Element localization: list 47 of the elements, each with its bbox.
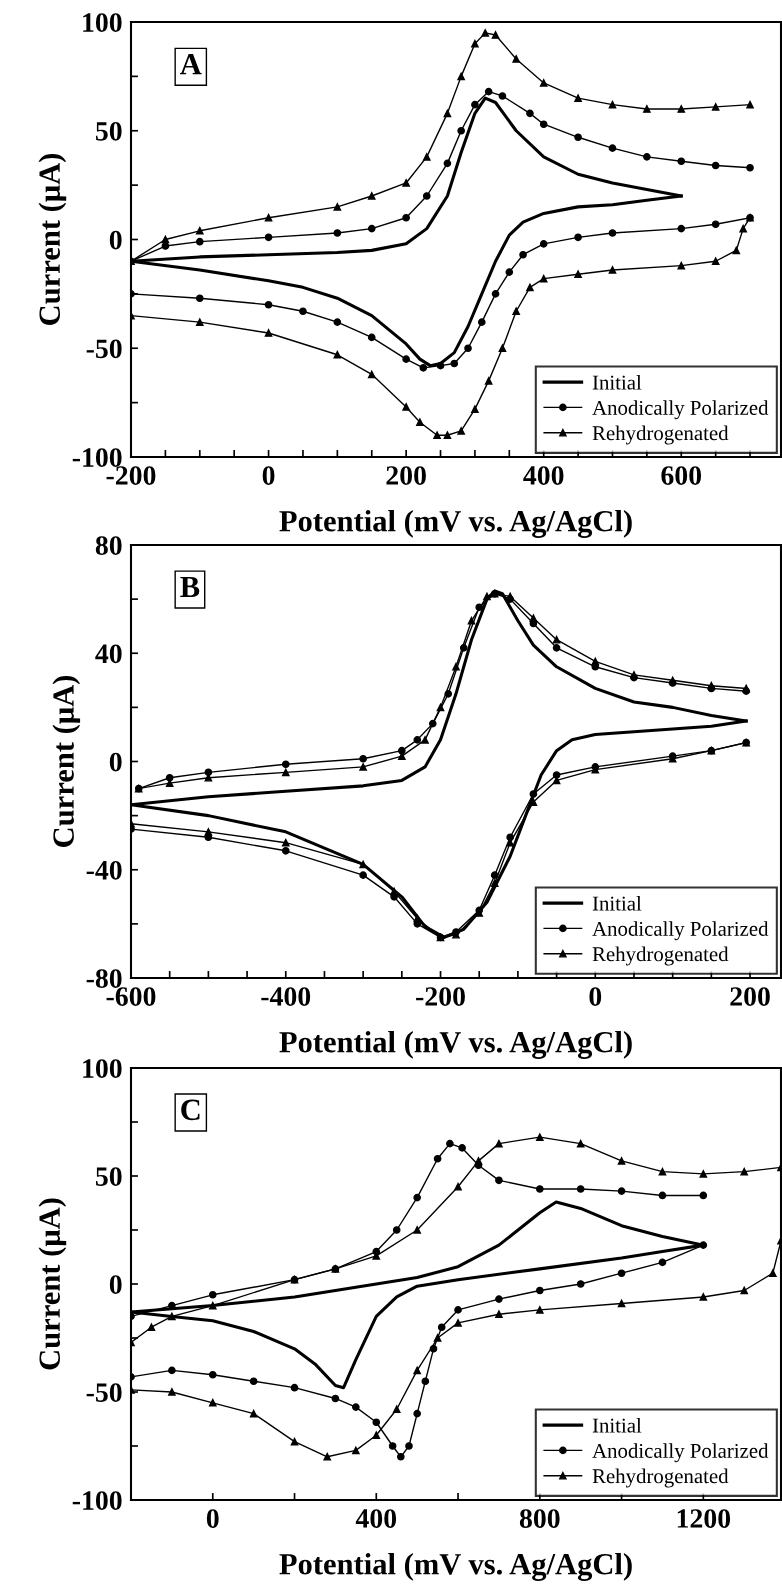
y-tick-label: -50 [86,339,122,359]
legend-label: Initial [592,1417,642,1433]
annotation: C [181,1099,200,1121]
annotation: B [180,576,200,598]
x-axis-title: Potential (mV vs. Ag/AgCl) [279,1552,632,1581]
legend-label: Initial [592,374,642,390]
y-tick-label: 100 [83,1059,122,1078]
x-tick-label: 1200 [677,1509,731,1528]
y-tick-label: 0 [109,752,122,772]
y-tick-label: 80 [95,536,122,555]
x-tick-label: 400 [523,466,564,485]
x-tick-label: 400 [355,1509,397,1528]
x-tick-label: -400 [261,987,311,1006]
legend-label: Anodically Polarized [592,921,769,941]
y-axis-title: Current (μA) [52,675,81,847]
y-tick-label: 0 [109,230,122,250]
x-tick-label: 200 [730,987,770,1006]
x-tick-label: 800 [519,1509,560,1528]
y-tick-label: -100 [72,448,122,467]
legend-label: Rehydrogenated [592,425,729,445]
legend-label: Anodically Polarized [592,400,769,420]
y-tick-label: 0 [109,1275,122,1294]
y-tick-label: 50 [96,121,122,141]
legend-label: Rehydrogenated [592,1468,729,1488]
x-tick-label: 0 [262,466,275,485]
legend-label: Initial [592,895,642,911]
x-axis-title: Potential (mV vs. Ag/AgCl) [279,509,632,538]
annotation: A [180,54,202,75]
y-axis-title: Current (μA) [38,153,67,325]
y-tick-label: 100 [83,13,122,32]
x-axis-title: Potential (mV vs. Ag/AgCl) [279,1030,632,1059]
y-tick-label: 40 [95,644,122,664]
legend-label: Anodically Polarized [592,1443,769,1463]
y-tick-label: 50 [96,1167,122,1186]
x-tick-label: 600 [661,466,702,485]
y-tick-label: -80 [86,969,122,988]
x-tick-label: 200 [386,466,426,485]
x-tick-label: -600 [106,987,156,1006]
x-tick-label: 0 [206,1509,219,1528]
x-tick-label: 0 [589,987,602,1006]
legend-label: Rehydrogenated [592,946,729,966]
y-tick-label: -50 [86,1383,122,1402]
y-axis-title: Current (μA) [38,1198,67,1370]
y-tick-label: -40 [86,860,122,880]
x-tick-label: -200 [416,987,465,1006]
x-tick-label: -200 [106,466,156,485]
y-tick-label: -100 [72,1491,122,1510]
